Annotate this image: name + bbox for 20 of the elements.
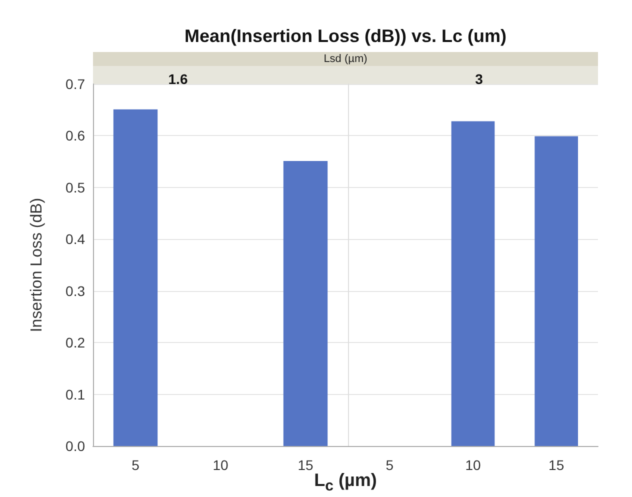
x-tick-label: 5 [386, 457, 394, 473]
text: Lsd (µm) [324, 53, 368, 65]
y-tick-label: 0.4 [66, 231, 86, 248]
y-tick-label: 0.2 [66, 334, 86, 351]
y-tick-label: 0.7 [66, 76, 86, 92]
chart-subtitle: 3 [475, 71, 484, 87]
y-axis-title: Insertion Loss (dB) [28, 198, 46, 332]
x-tick-label: 5 [132, 457, 140, 473]
y-tick-label: 0.5 [66, 179, 86, 196]
chart-subtitle: 1.6 [168, 71, 188, 87]
y-tick-label: 0.6 [66, 128, 86, 144]
x-tick-label: 10 [465, 457, 481, 473]
x-tick-label: 15 [298, 457, 314, 473]
y-tick-label: 0.0 [66, 438, 86, 454]
y-tick-label: 0.3 [66, 282, 86, 299]
x-axis-title: L$_{c}$ (µm) [314, 470, 377, 495]
chart-title: Mean(Insertion Loss (dB)) vs. Lc (um) [183, 26, 508, 47]
x-tick-label: 10 [212, 457, 228, 473]
x-tick-label: 15 [548, 457, 564, 473]
y-tick-label: 0.1 [66, 386, 86, 402]
